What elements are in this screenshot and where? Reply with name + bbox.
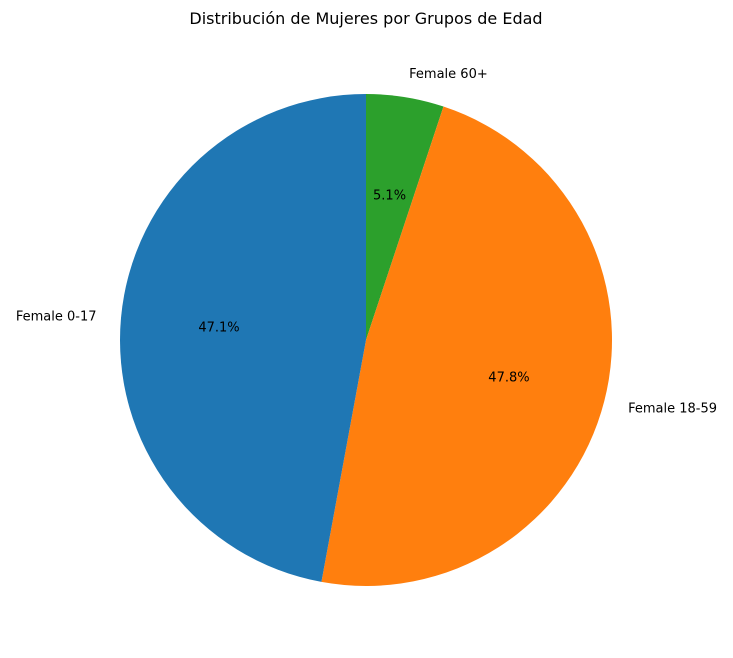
pie-slice-female-18-59 (321, 106, 612, 586)
chart-title: Distribución de Mujeres por Grupos de Ed… (189, 9, 542, 28)
slice-label-female-60: Female 60+ (409, 67, 488, 82)
slice-pct-female-0-17: 47.1% (198, 321, 239, 336)
slice-label-female-0-17: Female 0-17 (16, 309, 97, 324)
pie-labels: Female 60+ 5.1% Female 18-59 47.8% Female 0-… (16, 67, 717, 416)
pie-slice-female-0-17 (120, 94, 366, 582)
slice-label-female-18-59: Female 18-59 (628, 401, 717, 416)
pie-slices (120, 94, 612, 586)
pie-slice-female-60 (366, 94, 444, 340)
slice-pct-female-18-59: 47.8% (488, 371, 529, 386)
slice-pct-female-60: 5.1% (373, 188, 406, 203)
